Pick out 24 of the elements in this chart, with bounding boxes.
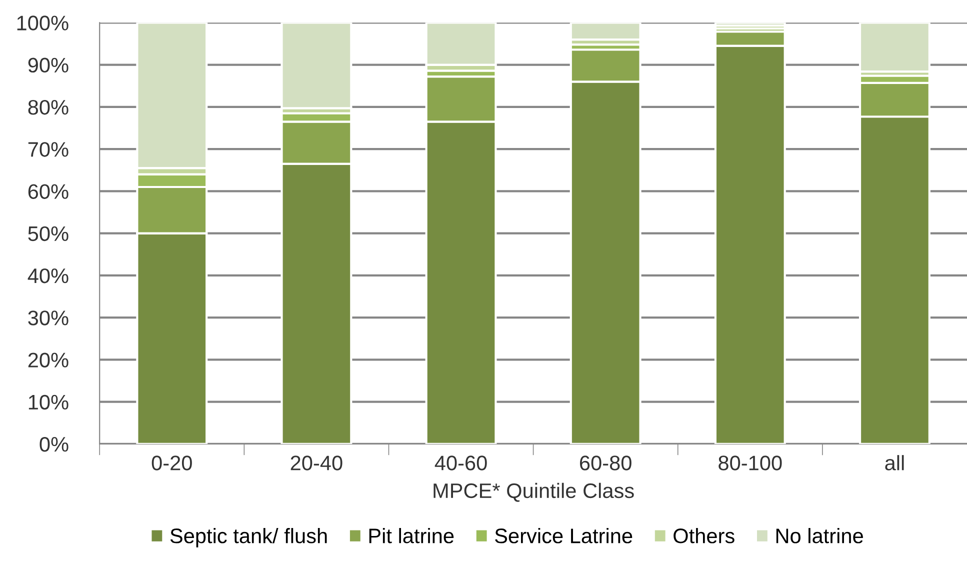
y-tick-label: 60% <box>28 184 68 199</box>
y-tick-label: 0% <box>40 436 68 452</box>
bar <box>858 22 930 73</box>
y-tick-label: 70% <box>28 142 68 157</box>
x-tick-label: 0-20 <box>152 456 192 470</box>
x-tick-label: 60-80 <box>580 456 632 470</box>
legend-label: Others <box>674 528 734 544</box>
y-tick-label: 80% <box>28 100 68 115</box>
legend-label: Pit latrine <box>369 528 454 544</box>
x-tick-label: all <box>885 455 904 470</box>
y-tick-label: 90% <box>28 58 68 73</box>
y-tick-label: 40% <box>28 268 68 284</box>
y-tick-label: 100% <box>17 16 68 30</box>
y-tick-label: 30% <box>28 310 68 326</box>
x-tick-label: 80-100 <box>718 456 782 470</box>
legend-label: Service Latrine <box>495 528 632 544</box>
x-axis-title: MPCE* Quintile Class <box>434 482 634 502</box>
y-tick-label: 20% <box>28 352 68 368</box>
x-tick-label: 20-40 <box>290 456 342 470</box>
y-tick-label: 50% <box>28 226 68 242</box>
y-tick-label: 10% <box>28 394 68 410</box>
legend-label: Septic tank/ flush <box>170 528 327 548</box>
legend-label: No latrine <box>776 528 863 544</box>
x-tick-label: 40-60 <box>434 456 487 470</box>
